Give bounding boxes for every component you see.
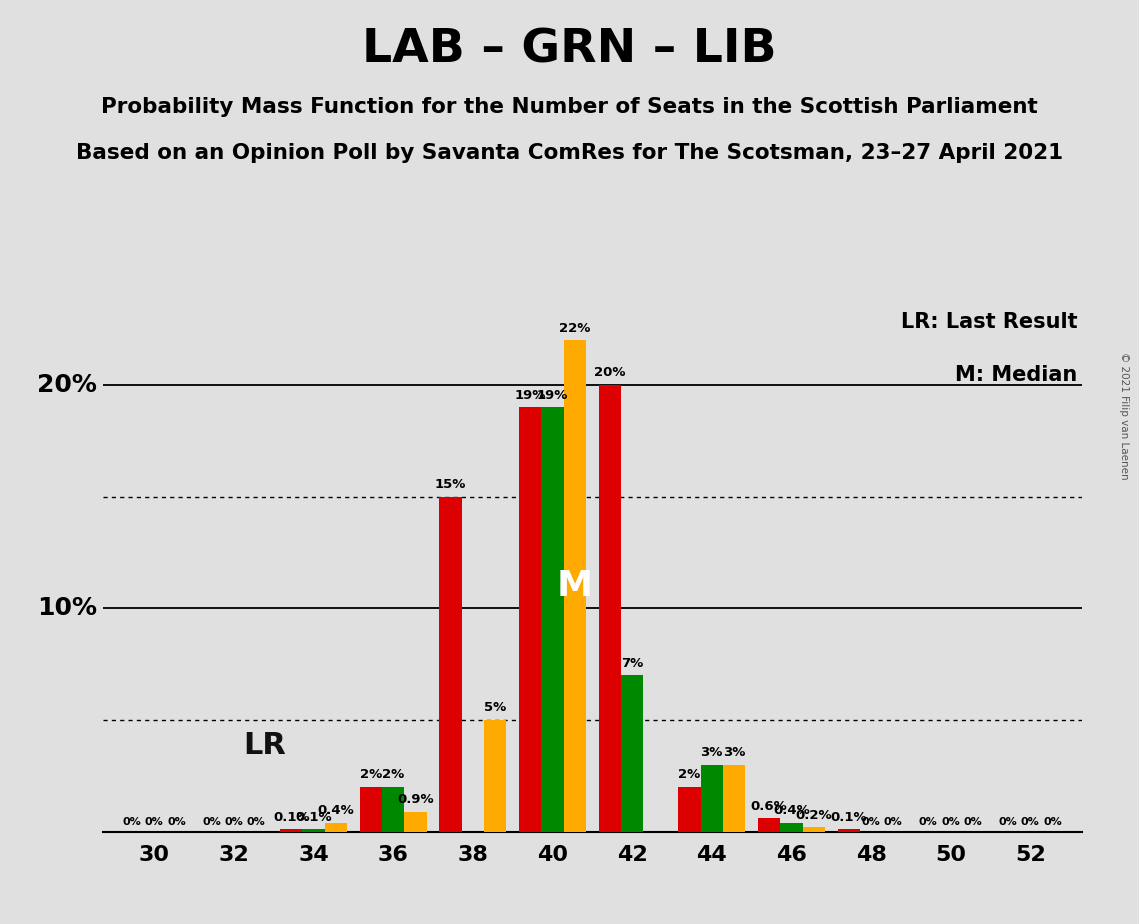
Text: 7%: 7%	[621, 657, 644, 670]
Bar	[757, 819, 780, 832]
Bar	[621, 675, 644, 832]
Text: 19%: 19%	[515, 389, 546, 402]
Text: 0.2%: 0.2%	[795, 808, 831, 821]
Bar	[837, 830, 860, 832]
Text: 0.6%: 0.6%	[751, 799, 787, 812]
Text: 0.4%: 0.4%	[773, 804, 810, 817]
Bar	[519, 407, 541, 832]
Text: LAB – GRN – LIB: LAB – GRN – LIB	[362, 28, 777, 73]
Text: M: Median: M: Median	[954, 365, 1077, 385]
Bar	[302, 830, 325, 832]
Bar	[280, 830, 302, 832]
Text: 0%: 0%	[145, 817, 164, 827]
Bar	[700, 765, 723, 832]
Text: 3%: 3%	[723, 746, 745, 759]
Text: 0%: 0%	[964, 817, 982, 827]
Bar	[440, 497, 461, 832]
Text: 0%: 0%	[919, 817, 937, 827]
Bar	[541, 407, 564, 832]
Text: Based on an Opinion Poll by Savanta ComRes for The Scotsman, 23–27 April 2021: Based on an Opinion Poll by Savanta ComR…	[76, 143, 1063, 164]
Bar	[803, 827, 825, 832]
Text: 3%: 3%	[700, 746, 723, 759]
Bar	[325, 822, 347, 832]
Bar	[484, 720, 506, 832]
Bar	[404, 811, 427, 832]
Text: 15%: 15%	[435, 478, 466, 491]
Text: 0%: 0%	[247, 817, 265, 827]
Bar	[360, 787, 382, 832]
Text: 0.4%: 0.4%	[318, 804, 354, 817]
Text: LR: LR	[243, 731, 286, 760]
Text: 0%: 0%	[167, 817, 186, 827]
Bar	[599, 385, 621, 832]
Text: 2%: 2%	[382, 769, 404, 782]
Text: 0.9%: 0.9%	[398, 793, 434, 806]
Text: 19%: 19%	[536, 389, 568, 402]
Text: 0.1%: 0.1%	[295, 810, 331, 824]
Text: 0%: 0%	[224, 817, 244, 827]
Text: M: M	[557, 569, 592, 603]
Text: 0%: 0%	[884, 817, 903, 827]
Bar	[780, 822, 803, 832]
Text: 0%: 0%	[123, 817, 141, 827]
Text: 2%: 2%	[679, 769, 700, 782]
Bar	[723, 765, 745, 832]
Text: 2%: 2%	[360, 769, 382, 782]
Text: 0%: 0%	[1021, 817, 1040, 827]
Text: 20%: 20%	[595, 367, 625, 380]
Text: LR: Last Result: LR: Last Result	[901, 311, 1077, 332]
Bar	[679, 787, 700, 832]
Text: 0%: 0%	[203, 817, 221, 827]
Bar	[382, 787, 404, 832]
Text: 22%: 22%	[559, 322, 590, 334]
Text: 0%: 0%	[861, 817, 880, 827]
Text: © 2021 Filip van Laenen: © 2021 Filip van Laenen	[1120, 352, 1129, 480]
Text: 0.1%: 0.1%	[273, 810, 310, 824]
Text: 5%: 5%	[484, 701, 506, 714]
Text: Probability Mass Function for the Number of Seats in the Scottish Parliament: Probability Mass Function for the Number…	[101, 97, 1038, 117]
Text: 0%: 0%	[941, 817, 960, 827]
Text: 10%: 10%	[36, 596, 97, 620]
Text: 0%: 0%	[999, 817, 1017, 827]
Text: 20%: 20%	[36, 373, 97, 397]
Text: 0.1%: 0.1%	[830, 810, 867, 824]
Text: 0%: 0%	[1043, 817, 1062, 827]
Bar	[564, 340, 585, 832]
